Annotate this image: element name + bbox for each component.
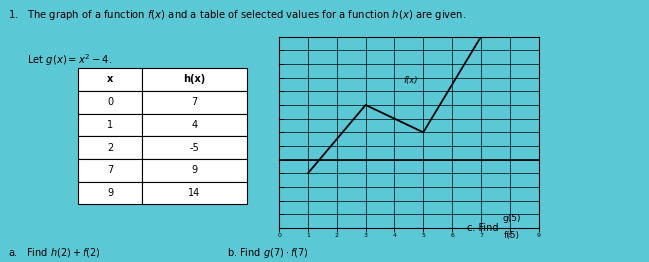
Text: g(5): g(5)	[502, 214, 520, 223]
Text: Let $g(x) = x^2 - 4$.: Let $g(x) = x^2 - 4$.	[8, 52, 112, 68]
Text: 2: 2	[107, 143, 113, 152]
Text: 7: 7	[191, 97, 197, 107]
FancyBboxPatch shape	[142, 113, 247, 136]
Text: h(x): h(x)	[183, 74, 206, 84]
Text: 1.   The graph of a function $f(x)$ and a table of selected values for a functio: 1. The graph of a function $f(x)$ and a …	[8, 8, 466, 22]
Text: 7: 7	[107, 165, 113, 175]
Text: 9: 9	[191, 165, 197, 175]
Text: 0: 0	[107, 97, 113, 107]
FancyBboxPatch shape	[78, 68, 142, 91]
Text: f(x): f(x)	[403, 76, 417, 85]
Text: a.   Find $h(2) + f(2)$: a. Find $h(2) + f(2)$	[8, 246, 100, 259]
Text: f(5): f(5)	[504, 231, 519, 240]
FancyBboxPatch shape	[142, 68, 247, 91]
Text: 4: 4	[191, 120, 197, 130]
Text: x: x	[107, 74, 113, 84]
Text: c. Find: c. Find	[467, 223, 502, 233]
FancyBboxPatch shape	[142, 136, 247, 159]
Text: 1: 1	[107, 120, 113, 130]
Text: b. Find $g(7) \cdot f(7)$: b. Find $g(7) \cdot f(7)$	[227, 246, 308, 260]
Text: -5: -5	[190, 143, 199, 152]
FancyBboxPatch shape	[142, 182, 247, 204]
Text: 9: 9	[107, 188, 113, 198]
Text: 14: 14	[188, 188, 201, 198]
FancyBboxPatch shape	[142, 91, 247, 113]
FancyBboxPatch shape	[78, 91, 142, 113]
FancyBboxPatch shape	[78, 182, 142, 204]
FancyBboxPatch shape	[78, 136, 142, 159]
FancyBboxPatch shape	[78, 113, 142, 136]
FancyBboxPatch shape	[142, 159, 247, 182]
FancyBboxPatch shape	[78, 159, 142, 182]
